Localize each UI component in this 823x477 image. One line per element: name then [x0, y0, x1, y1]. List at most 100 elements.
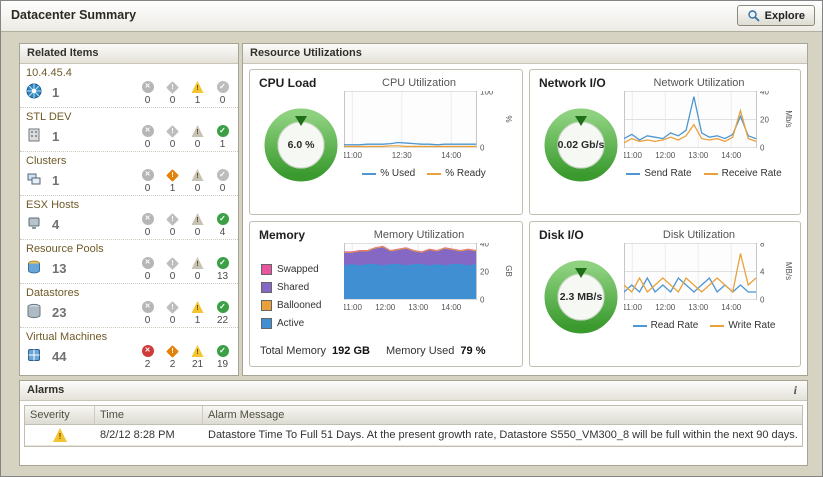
- related-items-panel: Related Items 10.4.45.4 1 0 0 1 0 STL DE…: [19, 43, 239, 376]
- normal-icon: [216, 81, 229, 93]
- page-title: Datacenter Summary: [11, 8, 137, 22]
- warning-icon: [191, 81, 204, 93]
- fatal-status[interactable]: 0: [140, 257, 155, 282]
- cpu-load-gauge[interactable]: 6.0 %: [262, 106, 340, 184]
- svg-text:14:00: 14:00: [721, 151, 742, 160]
- related-item-count: 4: [52, 217, 60, 232]
- network-chart-title: Network Utilization: [653, 77, 745, 89]
- svg-text:100: 100: [480, 91, 494, 97]
- svg-text:12:00: 12:00: [375, 303, 396, 312]
- network-io-panel: Network I/O 0.02 Gb/s Network Utilizatio…: [529, 69, 801, 215]
- svg-text:40: 40: [760, 91, 769, 97]
- fatal-status[interactable]: 0: [140, 213, 155, 238]
- related-item-row[interactable]: Clusters 1 0 1 0 0: [20, 152, 238, 196]
- total-memory-value: 192 GB: [332, 345, 370, 357]
- memory-title: Memory: [259, 228, 306, 242]
- warning-status[interactable]: 0: [190, 125, 205, 150]
- column-time[interactable]: Time: [95, 406, 203, 424]
- related-item-label[interactable]: ESX Hosts: [26, 199, 80, 211]
- related-item-label[interactable]: Datastores: [26, 287, 80, 299]
- legend-write-rate: Write Rate: [710, 320, 775, 331]
- warning-status[interactable]: 0: [190, 257, 205, 282]
- legend-swapped: Swapped: [261, 264, 321, 275]
- critical-status[interactable]: 0: [165, 80, 180, 106]
- critical-status[interactable]: 0: [165, 212, 180, 238]
- normal-status[interactable]: 0: [215, 169, 230, 194]
- fatal-icon: [141, 125, 154, 137]
- fatal-icon: [141, 345, 154, 357]
- memory-used-label: Memory Used: [385, 345, 455, 357]
- warning-status[interactable]: 0: [190, 169, 205, 194]
- alarm-message: Datastore Time To Full 51 Days. At the p…: [208, 429, 798, 441]
- network-io-gauge[interactable]: 0.02 Gb/s: [542, 106, 620, 184]
- memory-footer: Total Memory 192 GB Memory Used 79 %: [260, 345, 486, 357]
- svg-text:14:00: 14:00: [441, 151, 462, 160]
- network-utilization-chart[interactable]: 0 20 40 11:00 12:00 13:00 14:00 Mb/s: [623, 88, 798, 161]
- warning-status[interactable]: 1: [190, 301, 205, 326]
- alarm-row[interactable]: 8/2/12 8:28 PM Datastore Time To Full 51…: [25, 425, 802, 446]
- memory-utilization-chart[interactable]: 0 20 40 11:00 12:00 13:00 14:00 GB: [343, 240, 518, 313]
- disk-io-gauge[interactable]: 2.3 MB/s: [542, 258, 620, 336]
- warning-status[interactable]: 21: [190, 345, 205, 370]
- svg-text:0: 0: [480, 144, 485, 153]
- fatal-status[interactable]: 0: [140, 81, 155, 106]
- related-item-label[interactable]: STL DEV: [26, 111, 72, 123]
- normal-status[interactable]: 19: [215, 345, 230, 370]
- cpu-load-panel: CPU Load 6.0 % CPU Utilization 0 100 11:00…: [249, 69, 523, 215]
- critical-status[interactable]: 1: [165, 168, 180, 194]
- fatal-status[interactable]: 0: [140, 169, 155, 194]
- critical-icon: [166, 300, 179, 314]
- svg-text:8: 8: [760, 243, 765, 249]
- critical-status[interactable]: 0: [165, 124, 180, 150]
- warning-status[interactable]: 1: [190, 81, 205, 106]
- related-item-label[interactable]: Clusters: [26, 155, 67, 167]
- related-item-count: 1: [52, 85, 60, 100]
- related-item-label[interactable]: Virtual Machines: [26, 331, 108, 343]
- svg-text:20: 20: [760, 116, 769, 125]
- column-severity[interactable]: Severity: [25, 406, 95, 424]
- critical-status[interactable]: 0: [165, 300, 180, 326]
- normal-icon: [216, 257, 229, 269]
- related-item-row[interactable]: ESX Hosts 4 0 0 0 4: [20, 196, 238, 240]
- fatal-status[interactable]: 0: [140, 125, 155, 150]
- svg-text:13:00: 13:00: [688, 151, 709, 160]
- warning-status[interactable]: 0: [190, 213, 205, 238]
- normal-icon: [216, 213, 229, 225]
- memory-used-value: 79 %: [460, 345, 486, 357]
- svg-text:12:00: 12:00: [655, 303, 676, 312]
- critical-status[interactable]: 2: [165, 344, 180, 370]
- info-icon[interactable]: i: [793, 383, 797, 397]
- related-item-row[interactable]: 10.4.45.4 1 0 0 1 0: [20, 64, 238, 108]
- fatal-status[interactable]: 0: [140, 301, 155, 326]
- explore-button[interactable]: Explore: [736, 5, 815, 26]
- normal-status[interactable]: 4: [215, 213, 230, 238]
- normal-status[interactable]: 0: [215, 81, 230, 106]
- fatal-status[interactable]: 2: [140, 345, 155, 370]
- cpu-utilization-chart[interactable]: 0 100 11:00 12:30 14:00%: [343, 88, 518, 161]
- related-item-label[interactable]: 10.4.45.4: [26, 67, 72, 79]
- svg-text:Mb/s: Mb/s: [784, 110, 793, 127]
- related-item-count: 1: [52, 129, 60, 144]
- svg-text:11:00: 11:00: [624, 303, 643, 312]
- warning-icon: [191, 169, 204, 181]
- critical-status[interactable]: 0: [165, 256, 180, 282]
- normal-status[interactable]: 22: [215, 301, 230, 326]
- alarms-header: Alarms: [27, 384, 65, 396]
- normal-status[interactable]: 1: [215, 125, 230, 150]
- disk-utilization-chart[interactable]: 0 4 8 11:00 12:00 13:00 14:00 MB/s: [623, 240, 798, 313]
- svg-text:14:00: 14:00: [721, 303, 742, 312]
- warning-icon: [191, 213, 204, 225]
- related-item-row[interactable]: STL DEV 1 0 0 0 1: [20, 108, 238, 152]
- fatal-icon: [141, 301, 154, 313]
- legend-read-rate: Read Rate: [632, 320, 698, 331]
- related-item-row[interactable]: Virtual Machines 44 2 2 21 19: [20, 328, 238, 372]
- disk-io-panel: Disk I/O 2.3 MB/s Disk Utilization 0 4 8 11…: [529, 221, 801, 367]
- related-item-label[interactable]: Resource Pools: [26, 243, 104, 255]
- related-item-row[interactable]: Resource Pools 13 0 0 0 13: [20, 240, 238, 284]
- related-item-row[interactable]: Datastores 23 0 0 1 22: [20, 284, 238, 328]
- memory-legend: Swapped Shared Ballooned Active: [261, 264, 321, 329]
- column-alarm-message[interactable]: Alarm Message: [208, 409, 285, 421]
- normal-status[interactable]: 13: [215, 257, 230, 282]
- svg-text:11:00: 11:00: [344, 151, 363, 160]
